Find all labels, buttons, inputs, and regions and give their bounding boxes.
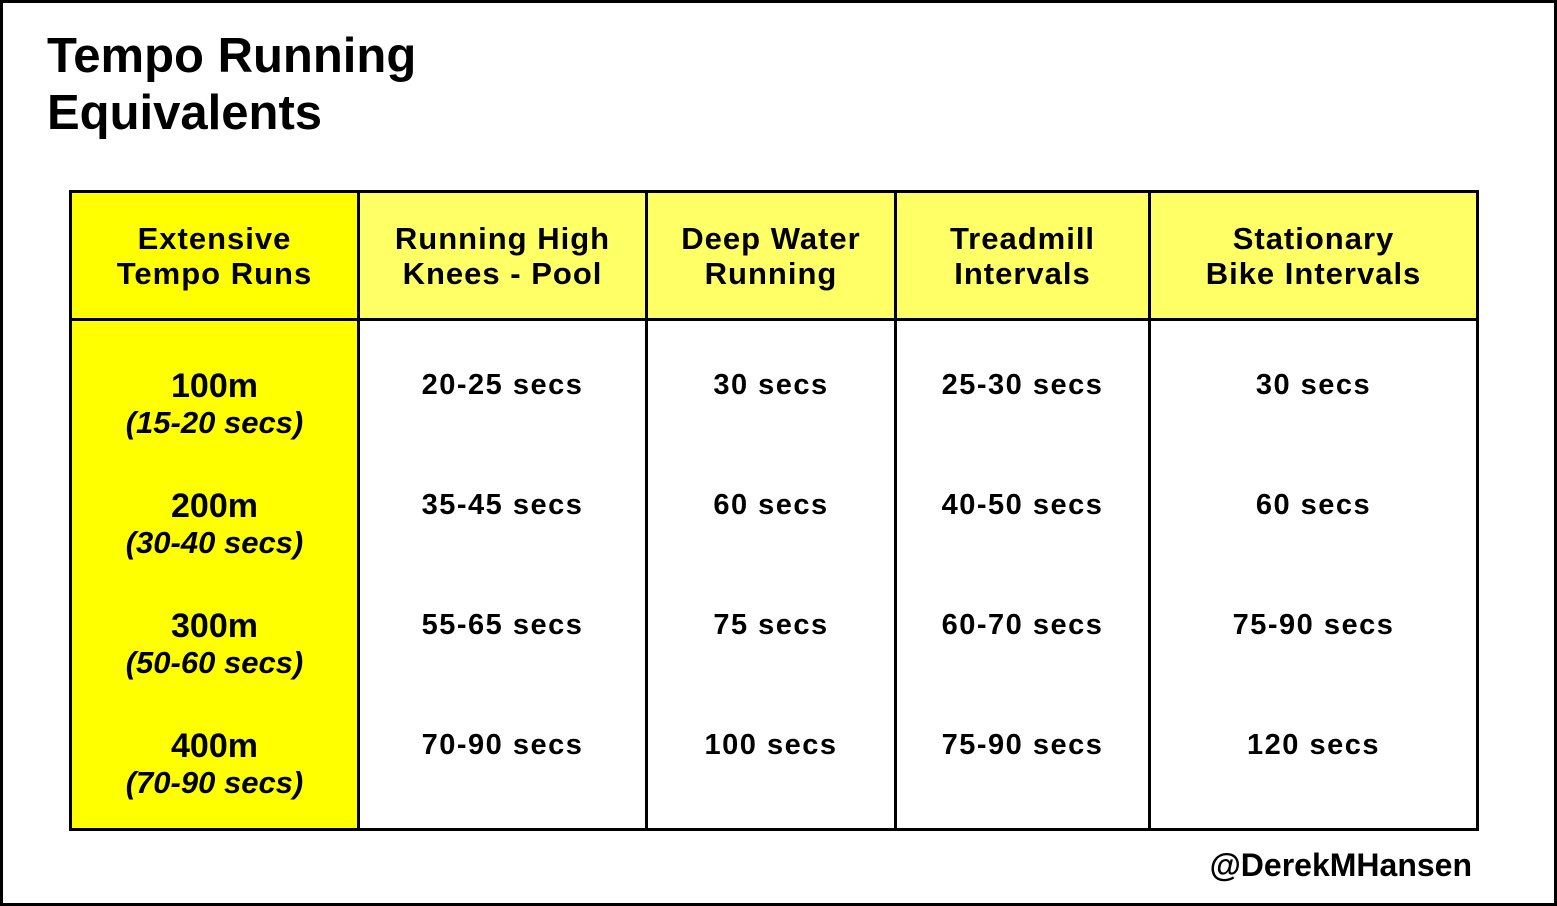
distance-item: 100m (15-20 secs) (72, 344, 357, 464)
header-line: Intervals (954, 255, 1091, 291)
header-line: Treadmill (949, 220, 1096, 256)
distance-column: 100m (15-20 secs) 200m (30-40 secs) 300m… (69, 318, 360, 831)
treadmill-intervals-column: 25-30 secs 40-50 secs 60-70 secs 75-90 s… (894, 318, 1151, 831)
distance-item: 200m (30-40 secs) (72, 464, 357, 584)
equivalents-table: Extensive Tempo Runs Running High Knees … (69, 190, 1479, 831)
distance-time: (70-90 secs) (125, 765, 304, 800)
header-line: Deep Water (681, 220, 861, 256)
value-cell: 75-90 secs (1232, 608, 1395, 641)
author-credit: @DerekMHansen (1209, 847, 1472, 883)
value-cell: 60 secs (1255, 488, 1372, 521)
header-row: Extensive Tempo Runs Running High Knees … (69, 190, 1479, 321)
distance-label: 100m (171, 367, 258, 405)
value-cell: 60-70 secs (941, 608, 1104, 641)
distance-time: (15-20 secs) (125, 405, 304, 440)
value-cell: 75 secs (713, 608, 829, 641)
distance-label: 300m (171, 607, 258, 645)
stationary-bike-column: 30 secs 60 secs 75-90 secs 120 secs (1148, 318, 1479, 831)
value-cell: 25-30 secs (941, 368, 1104, 401)
distance-label: 200m (171, 487, 258, 525)
value-cell: 100 secs (704, 728, 838, 761)
header-line: Stationary (1232, 220, 1395, 256)
title-line-2: Equivalents (47, 86, 323, 140)
value-cell: 55-65 secs (421, 608, 584, 641)
distance-time: (50-60 secs) (125, 645, 304, 680)
value-cell: 75-90 secs (941, 728, 1104, 761)
title-line-1: Tempo Running (47, 29, 417, 83)
distance-item: 300m (50-60 secs) (72, 584, 357, 704)
header-line: Bike Intervals (1205, 255, 1422, 291)
header-line: Running High (394, 220, 611, 256)
value-cell: 30 secs (713, 368, 829, 401)
value-cell: 60 secs (713, 488, 829, 521)
value-cell: 30 secs (1255, 368, 1372, 401)
running-high-knees-column: 20-25 secs 35-45 secs 55-65 secs 70-90 s… (357, 318, 648, 831)
distance-label: 400m (171, 727, 258, 765)
header-running-high-knees-pool: Running High Knees - Pool (357, 190, 648, 321)
value-cell: 70-90 secs (421, 728, 584, 761)
value-cell: 40-50 secs (941, 488, 1104, 521)
header-extensive-tempo-runs: Extensive Tempo Runs (69, 190, 360, 321)
header-line: Tempo Runs (116, 255, 313, 291)
header-deep-water-running: Deep Water Running (645, 190, 897, 321)
distance-item: 400m (70-90 secs) (72, 704, 357, 824)
header-stationary-bike-intervals: Stationary Bike Intervals (1148, 190, 1479, 321)
value-cell: 120 secs (1247, 728, 1380, 761)
page-title: Tempo Running Equivalents (47, 28, 416, 142)
distance-time: (30-40 secs) (125, 525, 304, 560)
value-cell: 20-25 secs (421, 368, 584, 401)
header-treadmill-intervals: Treadmill Intervals (894, 190, 1151, 321)
table-body-row: 100m (15-20 secs) 200m (30-40 secs) 300m… (69, 318, 1479, 831)
header-line: Extensive (137, 220, 292, 256)
header-line: Knees - Pool (402, 255, 603, 291)
value-cell: 35-45 secs (421, 488, 584, 521)
deep-water-running-column: 30 secs 60 secs 75 secs 100 secs (645, 318, 897, 831)
header-line: Running (704, 255, 838, 291)
